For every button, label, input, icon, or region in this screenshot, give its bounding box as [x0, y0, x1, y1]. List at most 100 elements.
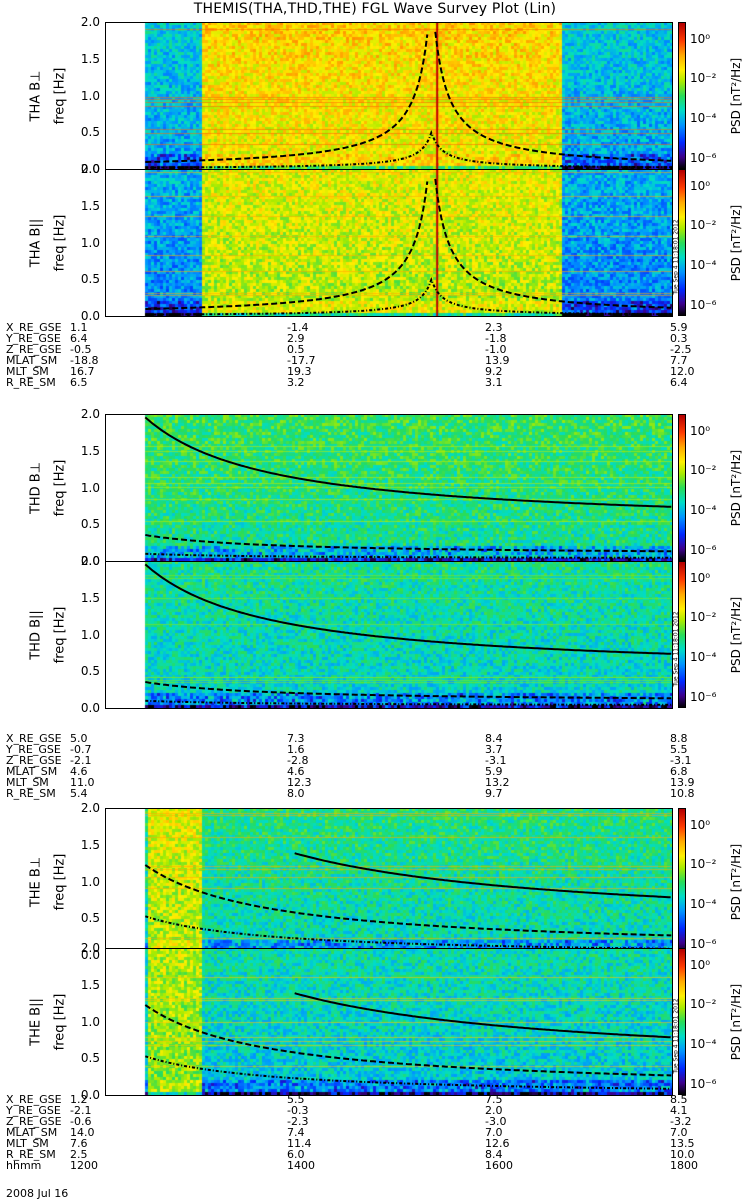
y-tick-label: 1.0 — [80, 235, 100, 250]
ephemeris-value: 3.7 — [485, 743, 503, 756]
y-tick-label: 2.0 — [80, 801, 100, 815]
ephemeris-label: R_RE_SM — [6, 787, 56, 800]
y-tick-label: 1.0 — [80, 1014, 100, 1029]
ephemeris-label: MLAT_SM — [6, 765, 58, 778]
spectrogram-thd_par — [106, 561, 672, 708]
ephemeris-value: 16.7 — [70, 365, 95, 378]
timestamp-stamp: Tue Sep 4 11:18:01 2012 — [672, 998, 680, 1074]
y-tick-label: 0.5 — [80, 125, 100, 140]
ephemeris-value: 6.4 — [670, 376, 688, 389]
ephemeris-label: X_RE_GSE — [6, 1093, 62, 1106]
ephemeris-value: -3.1 — [485, 754, 507, 767]
curve-overlay — [144, 852, 672, 950]
ephemeris-row: Y_RE_GSE -2.1 -0.3 2.0 4.1 — [0, 1105, 750, 1116]
y-tick-label: 1.5 — [80, 198, 100, 213]
dashed-curve — [144, 864, 672, 937]
ephemeris-value: 1800 — [670, 1159, 698, 1172]
ephemeris-value: 13.9 — [485, 354, 510, 367]
ephemeris-label: hhmm — [6, 1159, 42, 1172]
color-bar — [678, 22, 686, 169]
ephemeris-value: -1.4 — [287, 321, 309, 334]
color-bar-tick: 10⁰ — [690, 817, 711, 832]
ephemeris-value: -2.3 — [287, 1115, 309, 1128]
color-bar — [678, 561, 686, 708]
ephemeris-value: -2.1 — [70, 1104, 92, 1117]
ephemeris-value: 7.7 — [670, 354, 688, 367]
color-bar-tick: 10⁻² — [690, 610, 717, 625]
ephemeris-row: X_RE_GSE 5.0 7.3 8.4 8.8 — [0, 733, 750, 744]
ephemeris-value: 12.6 — [485, 1137, 510, 1150]
ephemeris-label: MLT_SM — [6, 776, 49, 789]
y-tick-label: 1.5 — [80, 443, 100, 458]
color-bar-tick: 10⁰ — [690, 957, 711, 972]
dashdot-curve — [145, 276, 672, 316]
ephemeris-value: 13.9 — [670, 776, 695, 789]
spectrogram-tha_par — [106, 169, 672, 316]
ephemeris-value: 3.2 — [287, 376, 305, 389]
y-tick-label: 0.0 — [80, 1088, 100, 1102]
ephemeris-row: MLT_SM 11.0 12.3 13.2 13.9 — [0, 777, 750, 788]
y-tick-label: 0.5 — [80, 272, 100, 287]
ephemeris-value: -2.1 — [70, 754, 92, 767]
color-bar-tick: 10⁻² — [690, 463, 717, 478]
color-bar-unit: PSD [nT²/Hz] — [729, 596, 743, 673]
color-bar-tick: 10⁻⁴ — [690, 503, 717, 518]
ephemeris-value: 5.9 — [670, 321, 688, 334]
color-bar-tick: 10⁻⁶ — [690, 297, 717, 312]
panel-ylabel: THA B|| — [28, 218, 44, 267]
dashed-curve — [145, 31, 672, 163]
ephemeris-value: -18.8 — [70, 354, 99, 367]
color-bar-unit: PSD [nT²/Hz] — [729, 57, 743, 134]
y-tick-label: 0.0 — [80, 162, 100, 176]
ephemeris-value: 11.4 — [287, 1137, 312, 1150]
ephemeris-value: -0.6 — [70, 1115, 92, 1128]
ephemeris-value: -3.2 — [670, 1115, 692, 1128]
timestamp-stamp: Tue Sep 4 11:18:01 2012 — [672, 219, 680, 295]
ephemeris-value: -0.3 — [287, 1104, 309, 1117]
y-tick-label: 0.5 — [80, 1051, 100, 1066]
ephemeris-value: -3.0 — [485, 1115, 507, 1128]
ephemeris-label: X_RE_GSE — [6, 732, 62, 745]
ephemeris-value: 4.6 — [70, 765, 88, 778]
ephemeris-value: 5.9 — [485, 765, 503, 778]
y-tick-label: 2.0 — [80, 554, 100, 568]
ephemeris-value: 8.4 — [485, 732, 503, 745]
color-bar — [678, 414, 686, 561]
y-tick-label: 1.0 — [80, 874, 100, 889]
color-bar — [678, 808, 686, 955]
ephemeris-value: 9.7 — [485, 787, 503, 800]
ephemeris-value: 1600 — [485, 1159, 513, 1172]
ephemeris-value: -3.1 — [670, 754, 692, 767]
ephemeris-row: X_RE_GSE 1.1 -1.4 2.3 5.9 — [0, 322, 750, 333]
spectrogram-the_perp — [106, 808, 672, 955]
ephemeris-row: hhmm 1200 1400 1600 1800 — [0, 1160, 750, 1171]
ephemeris-row: R_RE_SM 2.5 6.0 8.4 10.0 — [0, 1149, 750, 1160]
ephemeris-value: 1400 — [287, 1159, 315, 1172]
color-bar-tick: 10⁰ — [690, 423, 711, 438]
ephemeris-label: Y_RE_GSE — [6, 1104, 61, 1117]
ephemeris-value: 13.5 — [670, 1137, 695, 1150]
ephemeris-label: MLT_SM — [6, 365, 49, 378]
y-tick-label: 2.0 — [80, 941, 100, 955]
ephemeris-value: 6.8 — [670, 765, 688, 778]
ephemeris-label: Y_RE_GSE — [6, 332, 61, 345]
color-bar-tick: 10⁻⁶ — [690, 542, 717, 557]
ephemeris-row: MLT_SM 7.6 11.4 12.6 13.5 — [0, 1138, 750, 1149]
ephemeris-value: -1.0 — [485, 343, 507, 356]
color-bar-unit: PSD [nT²/Hz] — [729, 204, 743, 281]
y-tick-label: 0.5 — [80, 517, 100, 532]
ephemeris-value: 6.4 — [70, 332, 88, 345]
ephemeris-value: 4.1 — [670, 1104, 688, 1117]
ephemeris-value: 1200 — [70, 1159, 98, 1172]
y-tick-label: 1.5 — [80, 590, 100, 605]
ephemeris-label: Z_RE_GSE — [6, 754, 62, 767]
ephemeris-value: 12.3 — [287, 776, 312, 789]
y-tick-label: 1.0 — [80, 480, 100, 495]
color-bar-tick: 10⁰ — [690, 178, 711, 193]
ephemeris-value: 5.5 — [287, 1093, 305, 1106]
ephemeris-value: 13.2 — [485, 776, 510, 789]
color-bar-tick: 10⁻⁶ — [690, 936, 717, 951]
ephemeris-value: 8.0 — [287, 787, 305, 800]
ephemeris-value: 7.3 — [287, 732, 305, 745]
ephemeris-value: 6.5 — [70, 376, 88, 389]
